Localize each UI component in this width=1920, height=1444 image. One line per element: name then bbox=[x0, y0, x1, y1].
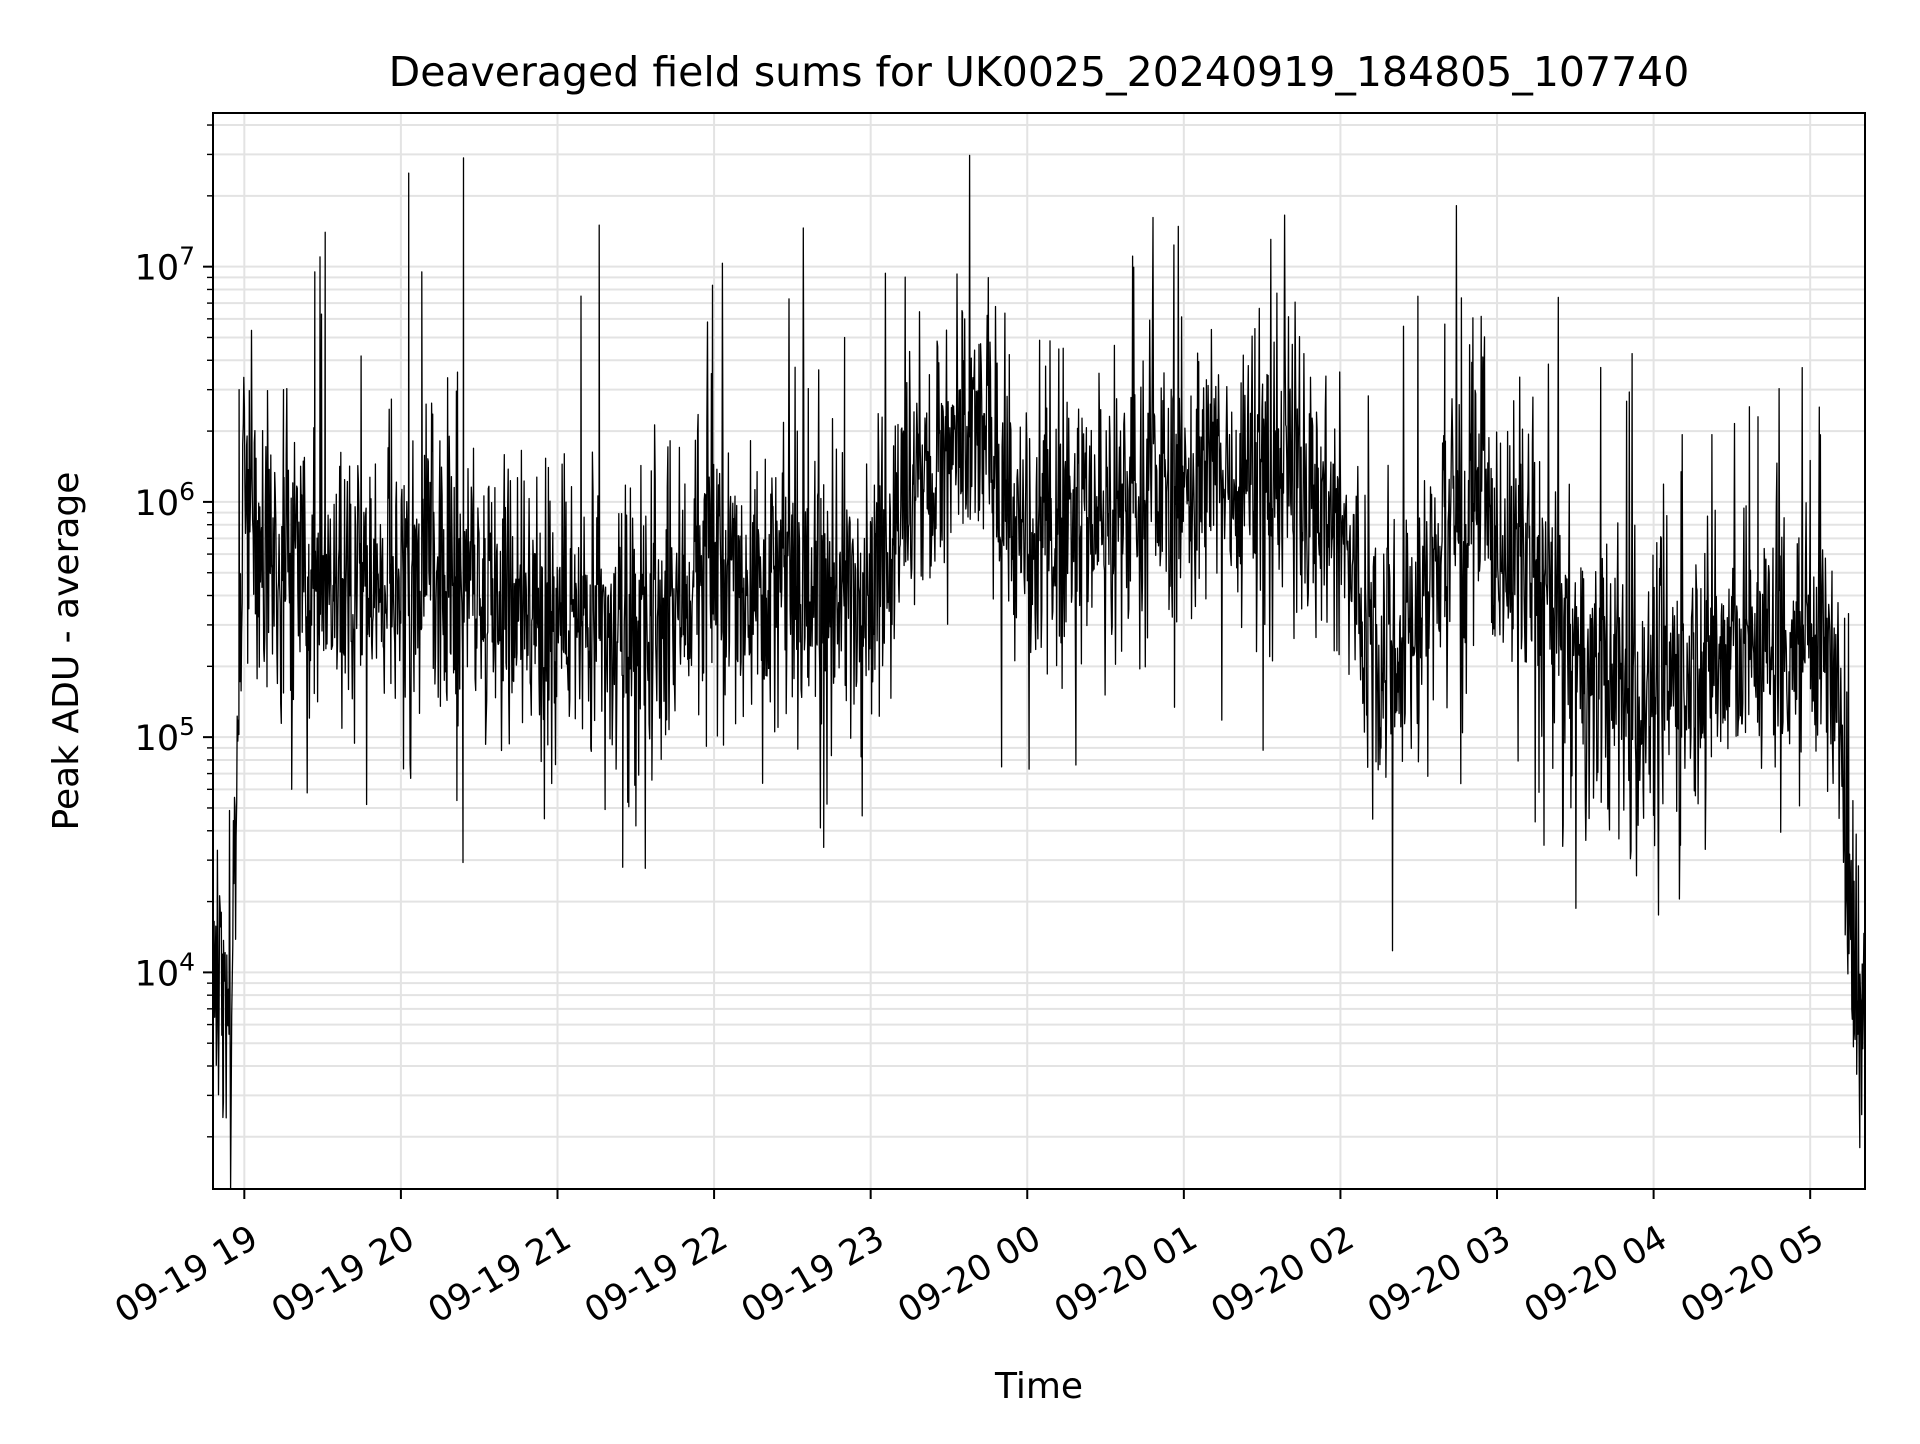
chart-title: Deaveraged field sums for UK0025_2024091… bbox=[389, 48, 1690, 96]
y-tick-label: 106 bbox=[135, 477, 195, 524]
x-axis-label: Time bbox=[994, 1366, 1083, 1407]
series-line bbox=[212, 154, 1866, 1190]
y-tick-label: 107 bbox=[135, 242, 195, 289]
series-layer bbox=[212, 154, 1866, 1190]
plot-frame bbox=[212, 112, 1866, 1190]
y-axis-label: Peak ADU - average bbox=[46, 472, 87, 831]
y-tick-label: 104 bbox=[135, 947, 195, 994]
y-tick-label: 105 bbox=[135, 712, 195, 759]
